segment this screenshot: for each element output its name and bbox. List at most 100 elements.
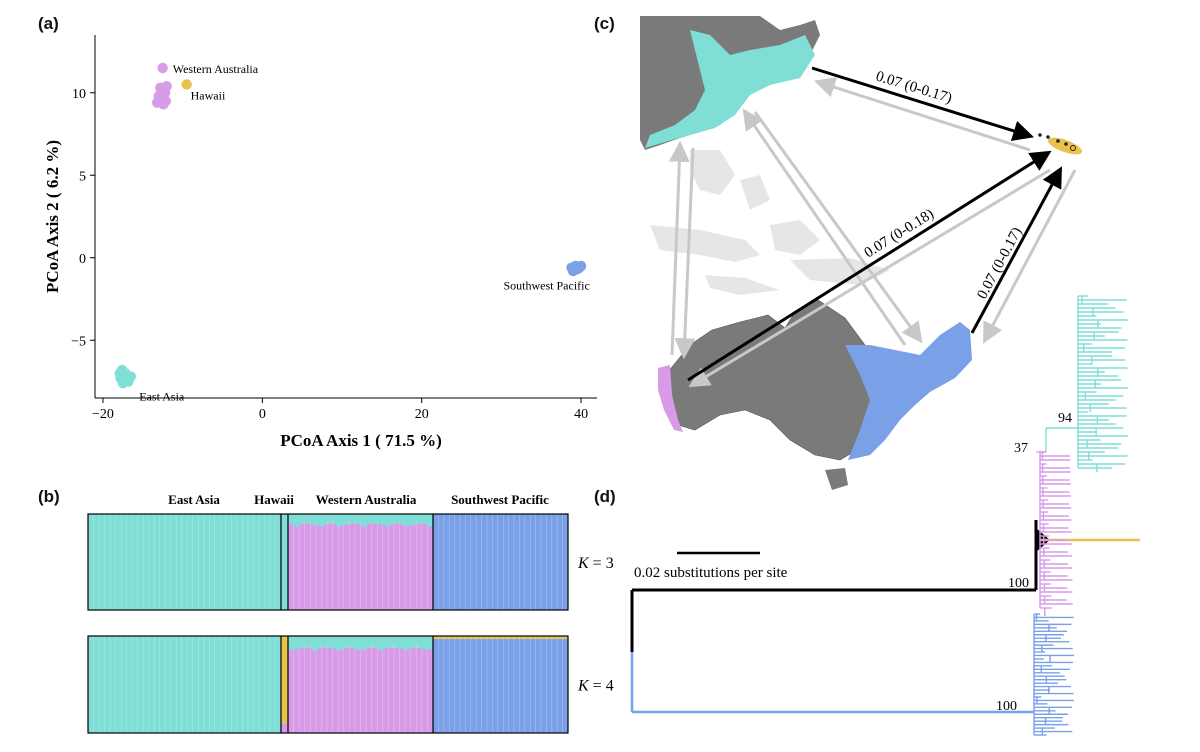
admixture-segment xyxy=(414,636,422,646)
admixture-segment xyxy=(433,638,568,733)
western-australia-clade xyxy=(1036,451,1073,616)
admixture-segment xyxy=(396,514,404,522)
admixture-segment xyxy=(288,523,433,610)
structure-barplot: East Asia Hawaii Western Australia Southwes… xyxy=(87,492,614,734)
weak-migration-arrows xyxy=(668,77,1077,388)
pcoa-scatter-chart: −20 0 20 40 10 5 0 −5 PCoA Axis 1 ( 71.5 %) PCoA … xyxy=(43,35,597,450)
point-western-australia xyxy=(157,62,168,74)
panel-d-label: (d) xyxy=(594,487,616,506)
admixture-segment xyxy=(312,514,319,526)
hawaii-islands xyxy=(1038,133,1083,155)
admixture-segment xyxy=(372,636,379,647)
group-header: Hawaii xyxy=(254,492,294,507)
southwest-pacific-clade xyxy=(1033,613,1074,736)
point-western-australia xyxy=(158,99,169,110)
y-axis-label: PCoA Axis 2 ( 6.2 %) xyxy=(43,140,62,293)
y-tick-label: 5 xyxy=(79,169,86,184)
group-header: Western Australia xyxy=(316,492,417,507)
admixture-segment xyxy=(336,514,343,527)
admixture-segment xyxy=(433,514,568,610)
label-east-asia: East Asia xyxy=(139,390,185,404)
admixture-segment xyxy=(294,514,301,527)
admixture-segment xyxy=(354,636,361,650)
admixture-segment xyxy=(88,514,281,610)
admixture-segment xyxy=(414,514,422,521)
southwest-pacific-range xyxy=(845,322,972,460)
admixture-segment xyxy=(330,636,337,649)
support-value-100-lower: 100 xyxy=(996,699,1017,714)
point-hawaii xyxy=(181,79,192,90)
admixture-segment xyxy=(378,636,385,651)
admixture-segment xyxy=(360,514,367,527)
admixture-segment xyxy=(306,514,313,521)
point-east-asia xyxy=(123,376,134,387)
east-asia-clade xyxy=(1045,295,1128,472)
admixture-segment xyxy=(402,636,410,651)
admixture-segment xyxy=(378,514,385,525)
admixture-segment xyxy=(426,636,434,650)
admixture-segment xyxy=(88,636,281,733)
admixture-segment xyxy=(360,636,367,650)
admixture-segment xyxy=(324,514,331,522)
label-hawaii: Hawaii xyxy=(191,89,226,103)
group-header: Southwest Pacific xyxy=(451,492,549,507)
admixture-segment xyxy=(281,723,288,733)
admixture-segment xyxy=(390,514,398,522)
admixture-segment xyxy=(366,514,373,524)
tasmania-land xyxy=(825,468,848,490)
row-frame xyxy=(87,513,569,611)
admixture-segment xyxy=(384,514,392,527)
strong-migration-arrows xyxy=(687,66,1062,382)
admixture-segment xyxy=(408,636,416,647)
admixture-segment xyxy=(318,636,325,648)
admixture-segment xyxy=(384,636,392,648)
admixture-segment xyxy=(324,636,331,645)
admixture-segment xyxy=(342,514,349,525)
row-frame xyxy=(87,635,569,734)
support-value-37: 37 xyxy=(1014,441,1028,456)
support-value-100-upper: 100 xyxy=(1008,576,1029,591)
x-tick-label: 40 xyxy=(574,407,588,422)
y-tick-label: 10 xyxy=(72,87,86,102)
label-western-australia: Western Australia xyxy=(173,62,259,76)
admixture-segment xyxy=(342,636,349,646)
admixture-segment xyxy=(300,514,307,523)
panel-a-label: (a) xyxy=(38,14,59,33)
tree-backbone xyxy=(630,520,1038,714)
admixture-segment xyxy=(433,636,568,639)
x-tick-label: 20 xyxy=(415,407,429,422)
admixture-segment xyxy=(330,514,337,522)
x-tick-label: −20 xyxy=(92,407,114,422)
admixture-segment xyxy=(366,636,373,645)
point-western-australia xyxy=(155,89,166,100)
admixture-segment xyxy=(372,514,379,521)
admixture-segment xyxy=(420,636,428,650)
admixture-segment xyxy=(402,514,410,526)
western-australia-range xyxy=(658,365,683,432)
admixture-segment xyxy=(288,514,295,524)
point-western-australia xyxy=(161,80,172,92)
admixture-segment xyxy=(288,636,295,651)
admixture-segment xyxy=(396,636,404,649)
admixture-segment xyxy=(426,514,434,527)
background-land xyxy=(650,150,890,295)
point-east-asia xyxy=(114,368,125,379)
support-value-94: 94 xyxy=(1058,411,1072,426)
migration-map: 0.07 (0-0.17) 0.07 (0-0.18) 0.07 (0-0.17… xyxy=(640,16,1083,490)
admixture-segment xyxy=(336,636,343,651)
admixture-segment xyxy=(281,514,288,610)
point-southwest-pacific xyxy=(575,260,587,272)
admixture-segment xyxy=(300,636,307,645)
admixture-segment xyxy=(294,636,301,649)
admixture-segment xyxy=(348,514,355,521)
admixture-segment xyxy=(306,636,313,648)
k-label: K = 4 xyxy=(577,678,614,695)
admixture-segment xyxy=(312,636,319,651)
admixture-segment xyxy=(281,636,288,724)
panel-b-label: (b) xyxy=(38,487,60,506)
tree-scale-label: 0.02 substitutions per site xyxy=(634,565,788,581)
admixture-segment xyxy=(318,514,325,526)
admixture-segment xyxy=(408,514,416,526)
x-tick-label: 0 xyxy=(259,407,266,422)
panel-c-label: (c) xyxy=(594,14,615,33)
